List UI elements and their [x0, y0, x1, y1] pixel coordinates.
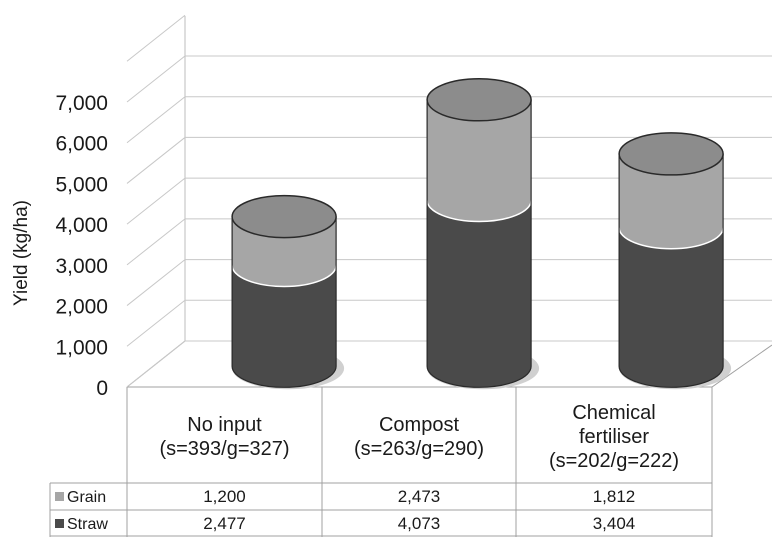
category-label: (s=263/g=290) — [354, 438, 484, 460]
bar-straw — [232, 265, 337, 388]
y-tick-label: 1,000 — [55, 336, 108, 359]
y-tick-label: 6,000 — [55, 133, 108, 156]
gridline — [126, 340, 772, 388]
y-tick-label: 0 — [96, 377, 108, 400]
y-tick-label: 4,000 — [55, 214, 108, 237]
gridline — [126, 96, 772, 144]
data-table: No input(s=393/g=327) Compost(s=263/g=290… — [49, 387, 713, 537]
bar-outline — [231, 216, 337, 388]
bar-group — [426, 78, 540, 390]
bar-top-cap — [618, 132, 724, 176]
y-tick-label: 3,000 — [55, 255, 108, 278]
category-label: fertiliser — [579, 426, 649, 448]
data-label: 1,812 — [593, 487, 636, 506]
gridline — [126, 177, 772, 225]
y-axis-label: Yield (kg/ha) — [11, 200, 32, 306]
category-label: Compost — [379, 414, 459, 436]
bar-grain — [427, 99, 532, 222]
gridlines — [126, 14, 772, 388]
data-label: 1,200 — [203, 487, 246, 506]
bar-straw — [427, 200, 532, 388]
gridline — [126, 259, 772, 306]
y-tick-label: 7,000 — [55, 92, 108, 115]
gridline — [126, 218, 772, 266]
category-label: (s=393/g=327) — [159, 438, 289, 460]
bar-outline — [426, 99, 532, 388]
bar-segment-divider — [426, 200, 532, 223]
y-tick-label: 2,000 — [55, 296, 108, 319]
data-label: 4,073 — [398, 514, 441, 533]
legend-swatch — [55, 519, 64, 528]
gridline — [126, 55, 772, 103]
bar-segment-divider — [231, 265, 337, 288]
bar-top-cap — [426, 78, 532, 122]
series-name: Straw — [67, 516, 108, 533]
data-label: 2,477 — [203, 514, 246, 533]
bar-outline — [618, 153, 724, 388]
legend-swatch — [55, 492, 64, 501]
bar-group — [231, 194, 345, 390]
category-label: Chemical — [572, 402, 655, 424]
bar-top-cap — [231, 194, 337, 239]
y-tick-label: 5,000 — [55, 173, 108, 196]
category-label: (s=202/g=222) — [549, 450, 679, 472]
data-label: 3,404 — [593, 514, 636, 533]
series-name: Grain — [67, 489, 106, 506]
bars — [231, 78, 732, 390]
bar-segment-divider — [618, 227, 724, 250]
data-label: 2,473 — [398, 487, 441, 506]
category-label: No input — [187, 414, 262, 436]
gridline — [126, 136, 772, 184]
y-tick-labels: 0 1,000 2,000 3,000 4,000 5,000 6,000 7,000 — [55, 92, 108, 400]
gridline — [126, 299, 772, 347]
bar-straw — [619, 227, 724, 388]
bar-group — [618, 132, 732, 390]
gridline — [126, 14, 186, 62]
bar-grain — [619, 153, 724, 249]
